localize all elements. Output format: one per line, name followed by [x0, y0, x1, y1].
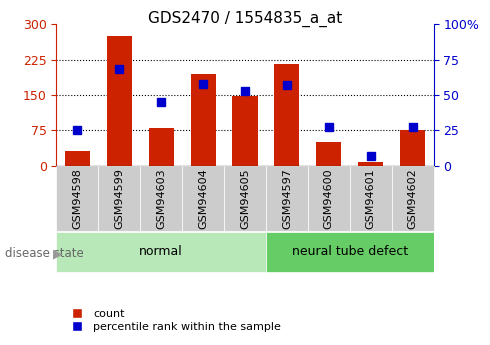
- Text: normal: normal: [139, 245, 183, 258]
- Bar: [224, 166, 266, 231]
- Bar: [400, 130, 425, 166]
- Text: GSM94605: GSM94605: [240, 168, 250, 229]
- Bar: [316, 142, 342, 166]
- Bar: [98, 166, 140, 231]
- Text: neural tube defect: neural tube defect: [292, 245, 408, 258]
- Text: GSM94604: GSM94604: [198, 168, 208, 229]
- Bar: [148, 128, 174, 166]
- Bar: [191, 73, 216, 166]
- Bar: [140, 166, 182, 231]
- Legend: count, percentile rank within the sample: count, percentile rank within the sample: [62, 305, 285, 336]
- Bar: [274, 64, 299, 166]
- Text: GSM94602: GSM94602: [408, 168, 417, 229]
- Text: GSM94599: GSM94599: [114, 168, 124, 229]
- Bar: [266, 166, 308, 231]
- Bar: [56, 232, 266, 272]
- Bar: [392, 166, 434, 231]
- Text: GSM94603: GSM94603: [156, 168, 166, 229]
- Bar: [182, 166, 224, 231]
- Bar: [56, 166, 98, 231]
- Text: GSM94598: GSM94598: [73, 168, 82, 229]
- Text: GSM94597: GSM94597: [282, 168, 292, 229]
- Bar: [232, 96, 258, 166]
- Bar: [308, 166, 350, 231]
- Bar: [65, 151, 90, 166]
- Bar: [350, 166, 392, 231]
- Text: GDS2470 / 1554835_a_at: GDS2470 / 1554835_a_at: [148, 10, 342, 27]
- Text: GSM94601: GSM94601: [366, 168, 376, 229]
- Text: disease state: disease state: [5, 247, 84, 260]
- Bar: [358, 162, 383, 166]
- Bar: [107, 36, 132, 166]
- Text: ▶: ▶: [53, 247, 63, 260]
- Bar: [266, 232, 434, 272]
- Text: GSM94600: GSM94600: [324, 168, 334, 229]
